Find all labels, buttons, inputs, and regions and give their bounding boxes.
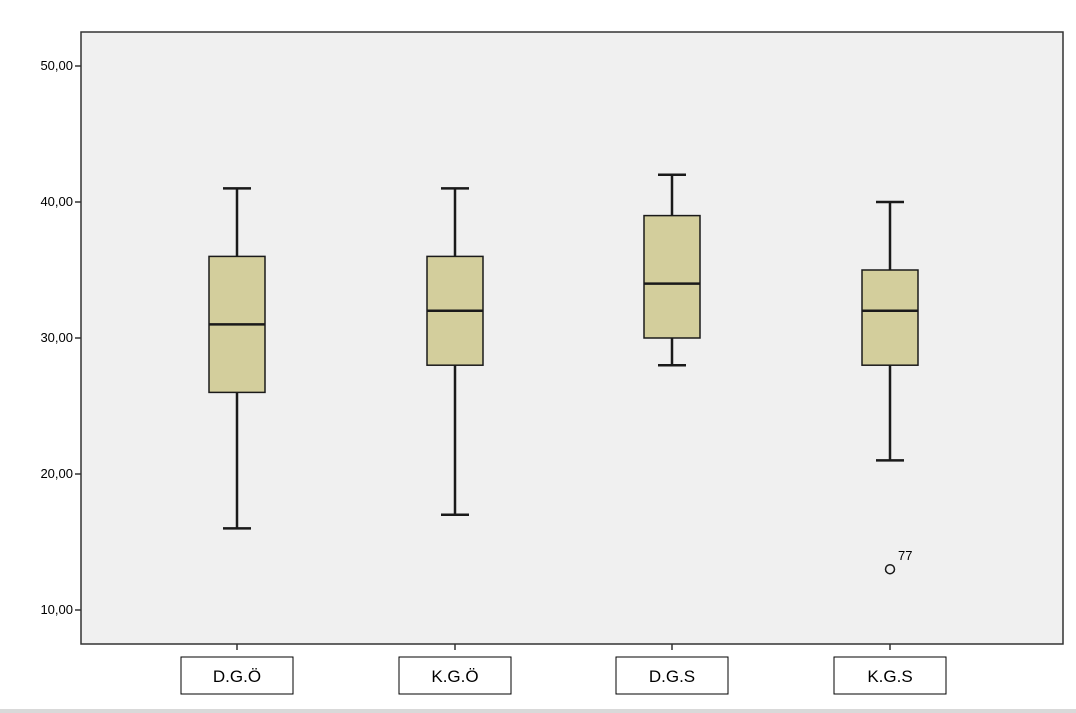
category-label: D.G.S bbox=[649, 667, 695, 686]
bottom-divider bbox=[0, 709, 1076, 713]
category-label-box bbox=[615, 656, 729, 695]
y-tick-label: 20,00 bbox=[40, 466, 73, 481]
y-tick-label: 40,00 bbox=[40, 194, 73, 209]
category-label-box bbox=[833, 656, 947, 695]
category-label: D.G.Ö bbox=[213, 667, 261, 686]
category-label: K.G.Ö bbox=[431, 667, 478, 686]
y-tick-label: 50,00 bbox=[40, 58, 73, 73]
y-tick-label: 10,00 bbox=[40, 602, 73, 617]
y-tick-label: 30,00 bbox=[40, 330, 73, 345]
outlier-point bbox=[884, 563, 896, 575]
box bbox=[861, 269, 919, 366]
category-label-box bbox=[180, 656, 294, 695]
category-label: K.G.S bbox=[867, 667, 912, 686]
box bbox=[643, 214, 701, 339]
outlier-label: 77 bbox=[898, 548, 912, 563]
category-label-box bbox=[398, 656, 512, 695]
